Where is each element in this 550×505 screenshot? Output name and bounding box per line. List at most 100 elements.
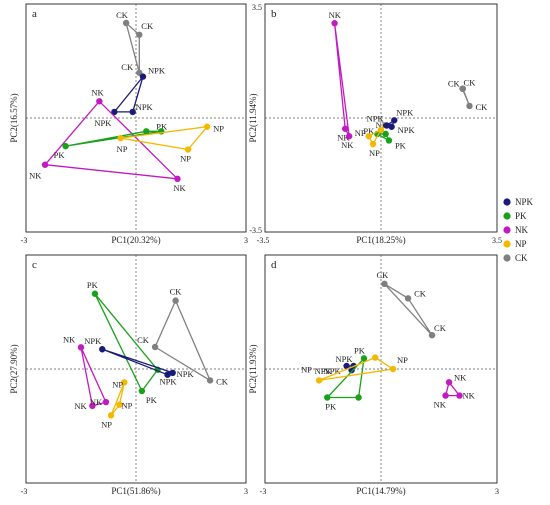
- x-tick-label: 3: [244, 487, 248, 496]
- point-label: NK: [454, 372, 467, 382]
- point-label: NPK: [324, 366, 342, 376]
- point-label: NK: [462, 391, 475, 401]
- x-tick-label: -3.5: [257, 236, 270, 245]
- series-npk-outline: [113, 75, 144, 113]
- legend-label: NPK: [515, 197, 534, 207]
- x-tick-label: -3: [260, 487, 267, 496]
- point-npk: [391, 117, 398, 124]
- point-npk: [164, 371, 171, 378]
- point-label: NK: [341, 140, 354, 150]
- point-nk: [331, 20, 338, 27]
- point-label: CK: [464, 78, 477, 88]
- point-label: NK: [91, 87, 104, 97]
- point-pk: [91, 290, 99, 297]
- point-label: NPK: [398, 125, 416, 135]
- point-label: PK: [325, 402, 337, 412]
- x-tick-label: 3: [495, 487, 499, 496]
- point-npk: [99, 346, 106, 353]
- point-ck: [428, 331, 436, 339]
- point-label: PK: [54, 150, 66, 160]
- point-npk: [343, 362, 350, 370]
- x-axis-label: PC1(14.79%): [356, 486, 405, 496]
- point-npk: [388, 123, 395, 130]
- point-ck: [206, 377, 214, 384]
- legend: NPK PK NK NP CK: [503, 197, 534, 263]
- panel-c: c-3 3PC1(51.86%)PC2(27.90%)CKCKCKPKPKNKNK…: [9, 254, 248, 496]
- point-np: [315, 377, 323, 384]
- point-label: CK: [434, 323, 447, 333]
- point-ck: [404, 295, 412, 302]
- point-pk: [382, 130, 389, 138]
- point-ck: [122, 19, 130, 27]
- point-np: [184, 146, 192, 153]
- point-np: [369, 140, 377, 148]
- series-nk-outline: [333, 22, 350, 137]
- point-label: NPK: [336, 354, 354, 364]
- point-np: [372, 354, 379, 361]
- panel-label: b: [271, 8, 277, 20]
- point-label: NP: [376, 120, 387, 130]
- point-np: [107, 412, 115, 419]
- point-nk: [89, 402, 96, 410]
- legend-label: PK: [515, 211, 527, 221]
- legend-label: CK: [515, 253, 528, 263]
- point-label: CK: [116, 10, 129, 20]
- point-ck: [136, 31, 143, 38]
- point-label: PK: [146, 395, 158, 405]
- x-axis-label: PC1(18.25%): [356, 235, 405, 245]
- y-tick-label: -3.5: [249, 226, 262, 235]
- point-label: NK: [173, 183, 186, 193]
- panel-b: b-3.5 3.53.5-3.5PC1(18.25%)PC2(11.94%)NKN…: [248, 3, 502, 245]
- point-label: NP: [180, 154, 191, 164]
- point-label: NP: [117, 144, 128, 154]
- point-np: [121, 379, 128, 386]
- point-label: NPK: [160, 377, 178, 387]
- panel-a: a -3 3 PC1(20.32%) PC2(16.57%) CK CK CK NPK NPK NP…: [9, 3, 248, 245]
- point-label: NK: [74, 401, 87, 411]
- series-pk-outline: [94, 293, 159, 392]
- series-np-outline: [119, 126, 208, 151]
- series-nk-outline: [80, 346, 107, 407]
- x-tick-label: -3: [21, 487, 28, 496]
- point-label: NK: [434, 400, 447, 410]
- point-pk: [360, 355, 368, 362]
- point-pk: [324, 394, 331, 401]
- point-label: PK: [395, 140, 407, 150]
- point-label: NP: [213, 124, 224, 134]
- x-axis-label: PC1(20.32%): [111, 235, 160, 245]
- point-label: NP: [101, 419, 112, 429]
- point-pk: [385, 137, 393, 144]
- point-ck: [151, 343, 159, 351]
- point-nk: [345, 133, 353, 140]
- point-ck: [172, 297, 179, 304]
- point-label: PK: [363, 126, 375, 136]
- point-nk: [41, 161, 49, 168]
- series-pk-outline: [64, 130, 162, 147]
- point-pk: [62, 142, 69, 150]
- x-tick-label: 3: [244, 236, 248, 245]
- point-label: NPK: [315, 366, 333, 376]
- point-label: NPK: [136, 102, 154, 112]
- point-npk: [111, 108, 118, 116]
- point-label: CK: [216, 376, 229, 386]
- point-np: [117, 134, 124, 142]
- legend-marker-nk: [503, 226, 511, 234]
- series-np-outline: [368, 129, 382, 145]
- point-label: NK: [29, 171, 42, 181]
- series-pk-outline: [376, 133, 390, 142]
- point-label: CK: [414, 288, 427, 298]
- point-nk: [442, 392, 449, 399]
- point-label: NP: [112, 379, 123, 389]
- point-nk: [96, 98, 103, 105]
- panel-label: c: [32, 259, 37, 271]
- y-tick-label: 3.5: [252, 3, 262, 12]
- point-label: PK: [87, 280, 99, 290]
- point-npk: [129, 108, 136, 116]
- point-label: PK: [156, 121, 168, 131]
- point-label: NK: [90, 397, 103, 407]
- series-nk-outline: [444, 381, 461, 397]
- point-label: NPK: [177, 369, 195, 379]
- point-label: CK: [121, 62, 134, 72]
- panel-label: a: [32, 8, 37, 20]
- series-npk-outline: [101, 348, 174, 376]
